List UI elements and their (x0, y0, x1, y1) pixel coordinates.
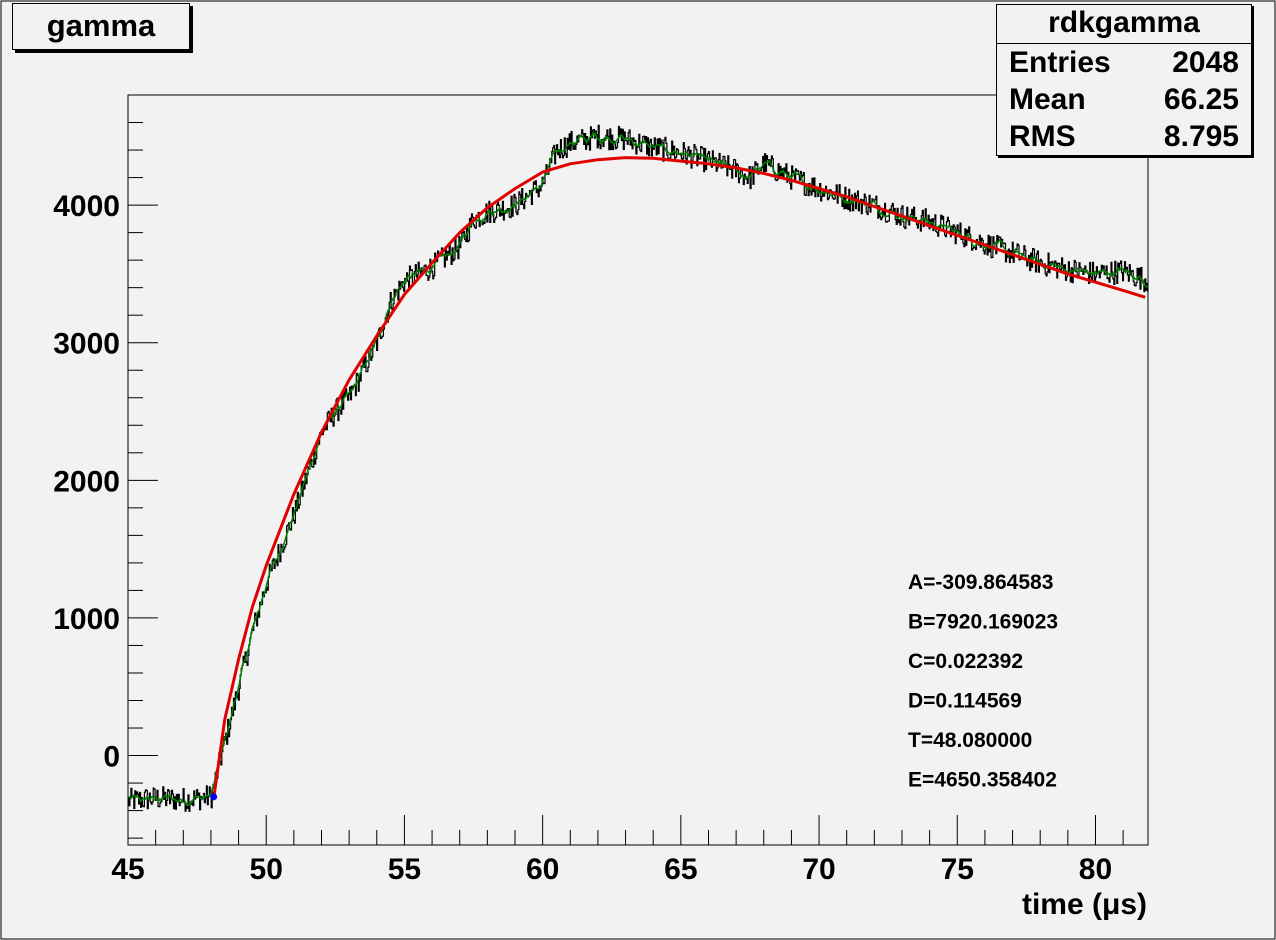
stats-row-mean: Mean 66.25 (997, 81, 1251, 118)
series-layer (127, 124, 1149, 812)
stats-value-rms: 8.795 (1163, 120, 1239, 153)
stats-value-entries: 2048 (1172, 46, 1239, 79)
histogram-series (128, 124, 1149, 812)
y-tick-label: 4000 (53, 190, 120, 223)
x-tick-label: 50 (250, 853, 283, 886)
x-tick-label: 75 (941, 853, 974, 886)
fit-params: A=-309.864583 B=7920.169023 C=0.022392 D=0.… (908, 571, 1058, 792)
fit-param-label: B=7920.169023 (908, 611, 1058, 634)
x-tick-label: 60 (526, 853, 559, 886)
tick-labels: 45 50 55 60 65 70 75 80 0 1000 2000 3000 4000 (53, 190, 1112, 886)
plot-area (127, 94, 1149, 846)
stats-label-entries: Entries (1009, 46, 1111, 79)
x-tick-label: 80 (1079, 853, 1112, 886)
axis-ticks (127, 94, 1124, 845)
stats-value-mean: 66.25 (1163, 83, 1239, 116)
y-tick-label: 1000 (53, 603, 120, 636)
stats-row-entries: Entries 2048 (997, 44, 1251, 81)
y-tick-label: 2000 (53, 465, 120, 498)
fit-curve (212, 156, 1146, 799)
stats-label-rms: RMS (1009, 120, 1076, 153)
fit-param-label: D=0.114569 (908, 690, 1022, 713)
x-tick-label: 45 (111, 853, 144, 886)
start-marker (210, 793, 218, 801)
stats-label-mean: Mean (1009, 83, 1086, 116)
x-tick-label: 55 (388, 853, 421, 886)
fit-param-label: A=-309.864583 (908, 571, 1053, 594)
title-box: gamma (12, 3, 190, 50)
stats-row-rms: RMS 8.795 (997, 118, 1251, 155)
x-axis-title: time (μs) (1022, 888, 1147, 921)
x-tick-label: 70 (802, 853, 835, 886)
x-tick-label: 65 (664, 853, 697, 886)
stats-title: rdkgamma (997, 5, 1251, 44)
y-tick-label: 3000 (53, 328, 120, 361)
title-text: gamma (46, 8, 156, 43)
fit-param-label: E=4650.358402 (908, 769, 1057, 792)
fit-param-label: T=48.080000 (908, 729, 1032, 752)
stats-box: rdkgamma Entries 2048 Mean 66.25 RMS 8.7… (996, 4, 1252, 156)
fit-param-label: C=0.022392 (908, 650, 1023, 673)
y-tick-label: 0 (103, 741, 120, 774)
